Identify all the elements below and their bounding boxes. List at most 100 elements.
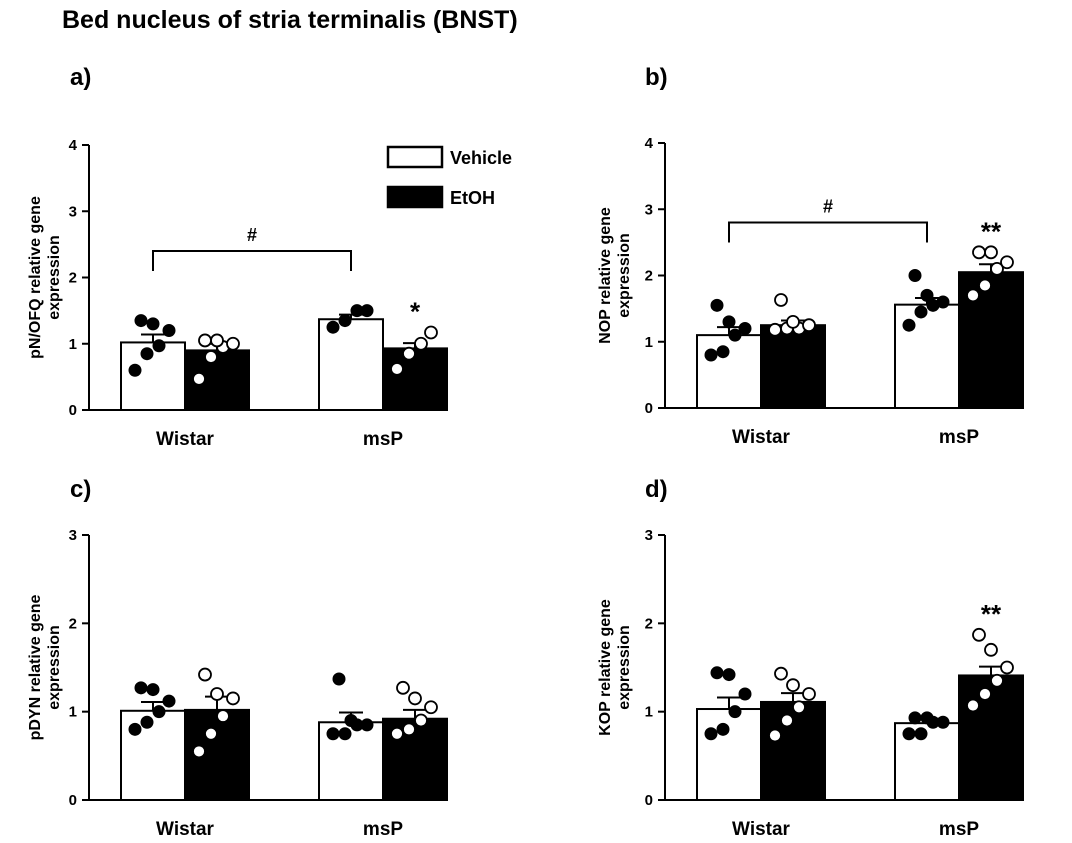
significance-bracket (152, 250, 352, 271)
data-point-etoh (414, 713, 428, 728)
panel-letter: c) (70, 476, 91, 503)
data-point-vehicle (716, 345, 730, 359)
data-point-vehicle (344, 714, 358, 727)
chart-panel-2: b) NOP relative gene expression 0 1 2 3 4 Wistar… (597, 64, 1024, 448)
data-point-etoh (984, 245, 998, 260)
bar-vehicle-msp (318, 318, 384, 411)
significance-star: ** (981, 599, 1002, 629)
data-point-etoh (226, 691, 240, 706)
data-point-vehicle (908, 269, 922, 282)
data-point-vehicle (914, 727, 928, 741)
data-point-vehicle (716, 722, 730, 736)
data-point-vehicle (920, 711, 934, 725)
data-point-vehicle (710, 666, 724, 680)
x-category-label: msP (939, 427, 979, 448)
data-point-etoh (792, 700, 806, 715)
y-tick-label: 1 (69, 704, 77, 721)
data-point-etoh (786, 314, 800, 329)
data-point-etoh (768, 728, 782, 743)
data-point-etoh (966, 698, 980, 713)
data-point-vehicle (128, 363, 142, 377)
legend-label-vehicle: Vehicle (450, 148, 512, 168)
legend-swatch-etoh (386, 185, 444, 209)
legend-label-etoh: EtOH (450, 188, 495, 208)
data-point-etoh (972, 627, 986, 642)
chart-panel-1: a) pN/OFQ relative gene expression 0 1 2 3 4 Wis… (27, 64, 448, 450)
significance-bracket (728, 221, 928, 243)
data-point-etoh (786, 678, 800, 693)
data-point-vehicle (162, 694, 176, 708)
y-tick-label: 3 (69, 203, 77, 220)
y-tick-label: 2 (69, 270, 77, 287)
data-point-vehicle (332, 672, 346, 686)
significance-star: * (410, 296, 421, 326)
y-tick-label: 4 (69, 137, 78, 154)
data-point-etoh (408, 691, 422, 706)
data-point-etoh (978, 687, 992, 701)
bar-etoh-wistar (760, 700, 826, 802)
data-point-etoh (774, 293, 788, 307)
data-point-etoh (390, 726, 404, 741)
bar-vehicle-wistar (696, 334, 762, 409)
data-point-etoh (390, 362, 404, 376)
data-point-vehicle (920, 288, 934, 302)
y-tick-label: 0 (645, 400, 653, 417)
data-point-vehicle (134, 314, 148, 328)
panel-letter: a) (70, 64, 91, 91)
chart-panel-3: c) pDYN relative gene expression 0 1 2 3 Wistar… (27, 476, 448, 840)
data-point-etoh (204, 726, 218, 741)
data-point-vehicle (902, 727, 916, 741)
data-point-vehicle (162, 324, 176, 337)
legend: Vehicle EtOH (386, 145, 512, 209)
data-point-etoh (1000, 660, 1014, 675)
data-point-vehicle (326, 320, 340, 334)
data-point-etoh (402, 346, 416, 361)
y-tick-label: 2 (645, 268, 653, 285)
data-point-etoh (802, 687, 816, 701)
data-point-etoh (768, 322, 782, 337)
data-point-etoh (972, 245, 986, 260)
data-point-vehicle (146, 683, 160, 697)
data-point-etoh (198, 333, 212, 348)
data-point-etoh (780, 713, 794, 728)
data-point-etoh (396, 680, 410, 695)
data-point-vehicle (152, 339, 166, 353)
data-point-vehicle (704, 348, 718, 362)
data-point-etoh (192, 744, 206, 759)
data-point-etoh (210, 333, 224, 348)
x-category-label: Wistar (156, 819, 215, 840)
data-point-vehicle (140, 715, 154, 729)
data-point-vehicle (902, 318, 916, 332)
data-point-vehicle (360, 304, 374, 318)
y-tick-label: 3 (69, 527, 77, 544)
y-tick-label: 0 (69, 792, 77, 809)
panel-letter: d) (645, 476, 668, 503)
data-point-vehicle (914, 305, 928, 319)
significance-hash: # (823, 197, 833, 217)
data-point-vehicle (738, 322, 752, 335)
data-point-vehicle (140, 347, 154, 361)
y-axis-label: pN/OFQ relative gene (27, 196, 44, 359)
data-point-vehicle (338, 727, 352, 741)
bar-vehicle-msp (894, 303, 960, 409)
y-axis-label: pDYN relative gene (27, 594, 44, 740)
data-point-vehicle (728, 705, 742, 719)
data-point-etoh (1000, 255, 1014, 270)
x-category-label: Wistar (732, 819, 791, 840)
legend-swatch-vehicle (386, 145, 444, 169)
data-point-etoh (204, 350, 218, 364)
y-tick-label: 0 (69, 402, 77, 419)
data-point-etoh (424, 700, 438, 715)
x-category-label: msP (363, 819, 403, 840)
bar-etoh-wistar (760, 324, 826, 409)
data-point-vehicle (908, 711, 922, 725)
y-axis-label: expression (616, 233, 633, 317)
data-point-vehicle (738, 687, 752, 701)
data-point-vehicle (152, 705, 166, 719)
y-tick-label: 1 (645, 334, 653, 351)
y-tick-label: 2 (69, 615, 77, 632)
data-point-vehicle (326, 727, 340, 741)
data-point-vehicle (936, 715, 950, 729)
y-tick-label: 0 (645, 792, 653, 809)
